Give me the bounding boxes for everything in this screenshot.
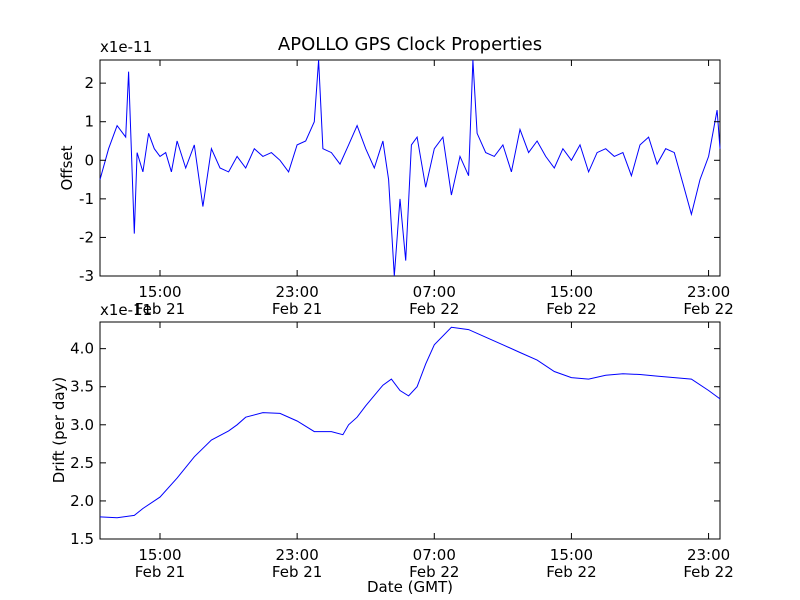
chart-title: APOLLO GPS Clock Properties xyxy=(278,34,542,55)
offset-series-group xyxy=(99,59,721,277)
offset-axis-label: Offset xyxy=(58,145,76,190)
drift-plot-area xyxy=(99,321,721,540)
drift-series-line xyxy=(99,326,721,519)
x-tick-time-label: 23:00 xyxy=(687,546,730,564)
x-tick-date-label: Feb 22 xyxy=(409,300,459,318)
y-tick-label: -2 xyxy=(79,228,94,246)
drift-series-group xyxy=(99,326,721,519)
drift-scale-note: x1e-11 xyxy=(100,301,152,319)
x-tick-time-label: 15:00 xyxy=(138,283,181,301)
y-tick-label: 3.0 xyxy=(70,416,94,434)
x-tick-time-label: 23:00 xyxy=(687,283,730,301)
x-tick-date-label: Feb 22 xyxy=(546,300,596,318)
y-tick-label: 2.5 xyxy=(70,454,94,472)
drift-axis-label: Drift (per day) xyxy=(50,377,68,484)
y-tick-label: 2.0 xyxy=(70,492,94,510)
x-tick-date-label: Feb 22 xyxy=(683,563,733,581)
x-axis-label: Date (GMT) xyxy=(367,578,453,596)
y-tick-label: 3.5 xyxy=(70,378,94,396)
x-tick-time-label: 07:00 xyxy=(413,546,456,564)
x-tick-time-label: 07:00 xyxy=(413,283,456,301)
x-tick-date-label: Feb 22 xyxy=(683,300,733,318)
x-tick-date-label: Feb 22 xyxy=(409,563,459,581)
offset-series-line xyxy=(99,59,721,277)
offset-scale-note: x1e-11 xyxy=(100,38,152,56)
x-tick-time-label: 23:00 xyxy=(276,546,319,564)
y-tick-label: 4.0 xyxy=(70,340,94,358)
x-tick-date-label: Feb 22 xyxy=(546,563,596,581)
x-tick-date-label: Feb 21 xyxy=(272,563,322,581)
y-tick-label: 1 xyxy=(84,113,94,131)
x-tick-time-label: 15:00 xyxy=(550,283,593,301)
x-tick-date-label: Feb 21 xyxy=(135,300,185,318)
x-tick-time-label: 23:00 xyxy=(276,283,319,301)
y-tick-label: 2 xyxy=(84,74,94,92)
x-tick-time-label: 15:00 xyxy=(138,546,181,564)
x-tick-time-label: 15:00 xyxy=(550,546,593,564)
y-tick-label: 1.5 xyxy=(70,530,94,548)
x-tick-date-label: Feb 21 xyxy=(272,300,322,318)
y-tick-label: -3 xyxy=(79,267,94,285)
y-tick-label: 0 xyxy=(84,151,94,169)
drift-y-ticks: 4.0 3.5 3.0 2.5 2.0 1.5 xyxy=(70,340,720,548)
y-tick-label: -1 xyxy=(79,190,94,208)
offset-y-ticks: 2 1 0 -1 -2 -3 xyxy=(79,74,720,285)
x-tick-date-label: Feb 21 xyxy=(135,563,185,581)
